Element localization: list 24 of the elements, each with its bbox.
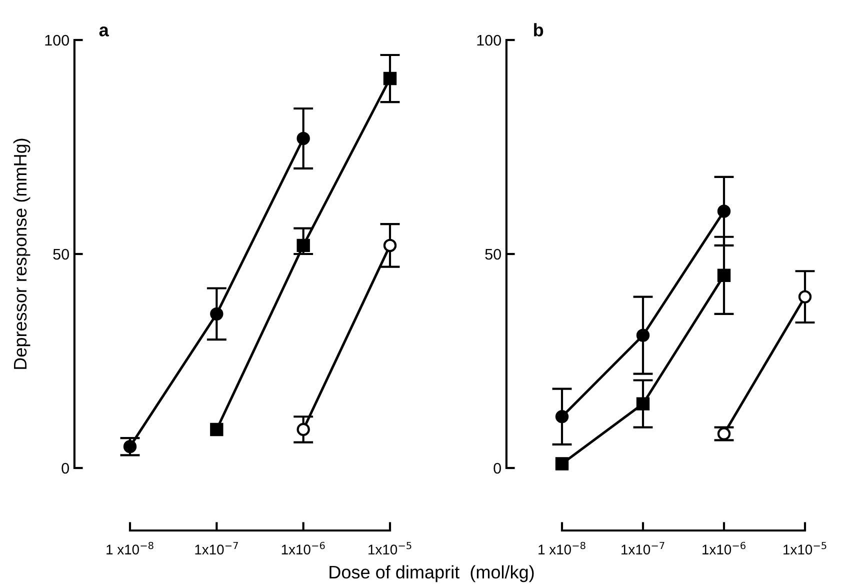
y-tick-label: 50 xyxy=(53,248,69,260)
x-tick-label: 1x10$^{−6}$ xyxy=(282,542,325,554)
x-tick-label: 1x10$^{−5}$ xyxy=(784,542,826,554)
chart-title: a xyxy=(99,26,109,36)
x-tick-label: 1 x10$^{−8}$ xyxy=(538,542,586,554)
y-tick-label: 100 xyxy=(45,34,69,46)
y-tick-label: 50 xyxy=(485,248,501,260)
point xyxy=(717,204,731,218)
x-tick-label: 1x10$^{−5}$ xyxy=(368,542,412,554)
chart-title: b xyxy=(534,23,544,36)
y-tick-label: 100 xyxy=(477,34,501,46)
x-tick-label: 1x10$^{−7}$ xyxy=(622,542,664,554)
point xyxy=(717,268,731,282)
y-tick-label: 0 xyxy=(62,462,69,474)
y-tick-label: 0 xyxy=(494,462,501,474)
point xyxy=(636,397,650,410)
x-tick-label: 1x10$^{−7}$ xyxy=(195,542,238,554)
point xyxy=(555,410,569,424)
x-axis-title: Dose of dimaprit (mol/kg) xyxy=(330,565,534,582)
point xyxy=(555,457,569,470)
x-tick-label: 1 x10$^{−8}$ xyxy=(106,542,154,554)
point xyxy=(636,328,650,342)
y-axis-title: Depressor response (mmHg) xyxy=(13,138,30,369)
x-tick-label: 1x10$^{−6}$ xyxy=(702,542,746,554)
